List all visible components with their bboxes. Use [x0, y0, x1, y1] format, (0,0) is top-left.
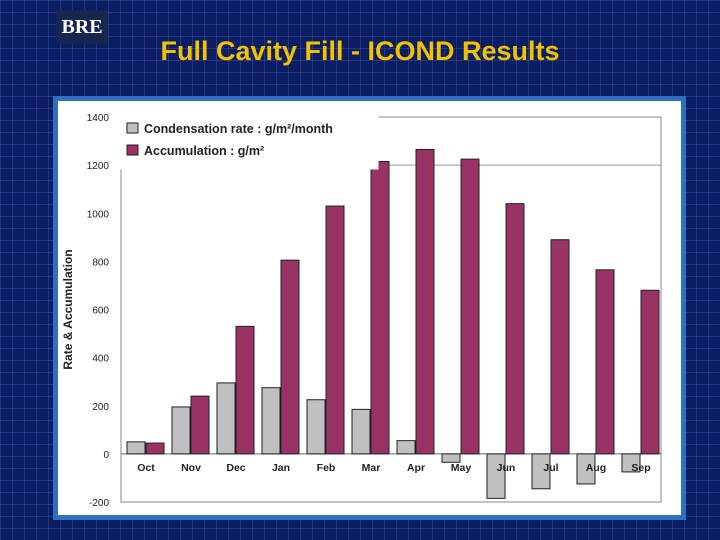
x-tick-label: Jan: [272, 462, 290, 474]
y-tick-label: 1000: [87, 209, 110, 220]
x-tick-label: Oct: [137, 462, 155, 474]
y-tick-label: -200: [89, 498, 109, 509]
x-tick-label: Sep: [631, 462, 650, 474]
y-tick-label: 1200: [87, 161, 110, 172]
bar-chart: -200 0 200 400 600 800 1000 1200 1400 Rate & Accu…: [61, 113, 662, 509]
plot-area: [120, 116, 662, 503]
slide-title: Full Cavity Fill - ICOND Results: [160, 36, 560, 66]
x-tick-label: Nov: [181, 462, 201, 474]
accumulation-bar: [550, 239, 570, 455]
y-tick-label: 1400: [87, 113, 110, 124]
accumulation-bar: [370, 161, 390, 455]
accumulation-bar: [505, 203, 525, 455]
accumulation-bar: [640, 289, 660, 455]
condensation-bar: [216, 382, 236, 455]
condensation-bar: [126, 441, 146, 455]
legend-box: [120, 116, 379, 170]
legend-swatch: [126, 122, 139, 134]
legend-swatch: [126, 144, 139, 156]
x-tick-label: May: [451, 462, 472, 474]
x-tick-label: Jul: [543, 462, 558, 474]
legend-label: Accumulation : g/m²: [144, 144, 264, 158]
y-tick-label: 400: [92, 354, 109, 365]
accumulation-bar: [145, 442, 165, 455]
chart-frame: -200 0 200 400 600 800 1000 1200 1400 Rate & Accu…: [53, 96, 686, 520]
accumulation-bar: [235, 325, 255, 455]
condensation-bar: [621, 453, 641, 473]
y-axis-label: Rate & Accumulation: [61, 249, 75, 369]
y-tick-label: 200: [92, 402, 109, 413]
accumulation-bar: [415, 148, 435, 455]
condensation-bar: [531, 453, 551, 490]
x-tick-label: Feb: [317, 462, 336, 474]
condensation-bar: [306, 399, 326, 455]
condensation-bar: [396, 440, 416, 455]
y-tick-label: 600: [92, 306, 109, 317]
chart-area: -200 0 200 400 600 800 1000 1200 1400 Rate & Accu…: [58, 101, 681, 515]
accumulation-bar: [190, 395, 210, 455]
condensation-bar: [486, 453, 506, 499]
x-tick-label: Dec: [226, 462, 245, 474]
accumulation-bar: [280, 259, 300, 455]
condensation-bar: [351, 408, 371, 455]
x-tick-label: Aug: [586, 462, 606, 474]
x-tick-label: Mar: [362, 462, 381, 474]
legend-label: Condensation rate : g/m²/month: [144, 122, 333, 136]
y-tick-label: 0: [103, 450, 109, 461]
y-tick-label: 800: [92, 257, 109, 268]
bre-logo: BRE: [56, 10, 108, 44]
condensation-bar: [576, 453, 596, 485]
condensation-bar: [171, 406, 191, 455]
accumulation-bar: [595, 269, 615, 455]
accumulation-bar: [325, 205, 345, 455]
condensation-bar: [261, 387, 281, 455]
x-tick-label: Jun: [497, 462, 516, 474]
accumulation-bar: [460, 158, 480, 455]
condensation-bar: [441, 453, 461, 463]
x-tick-label: Apr: [407, 462, 425, 474]
